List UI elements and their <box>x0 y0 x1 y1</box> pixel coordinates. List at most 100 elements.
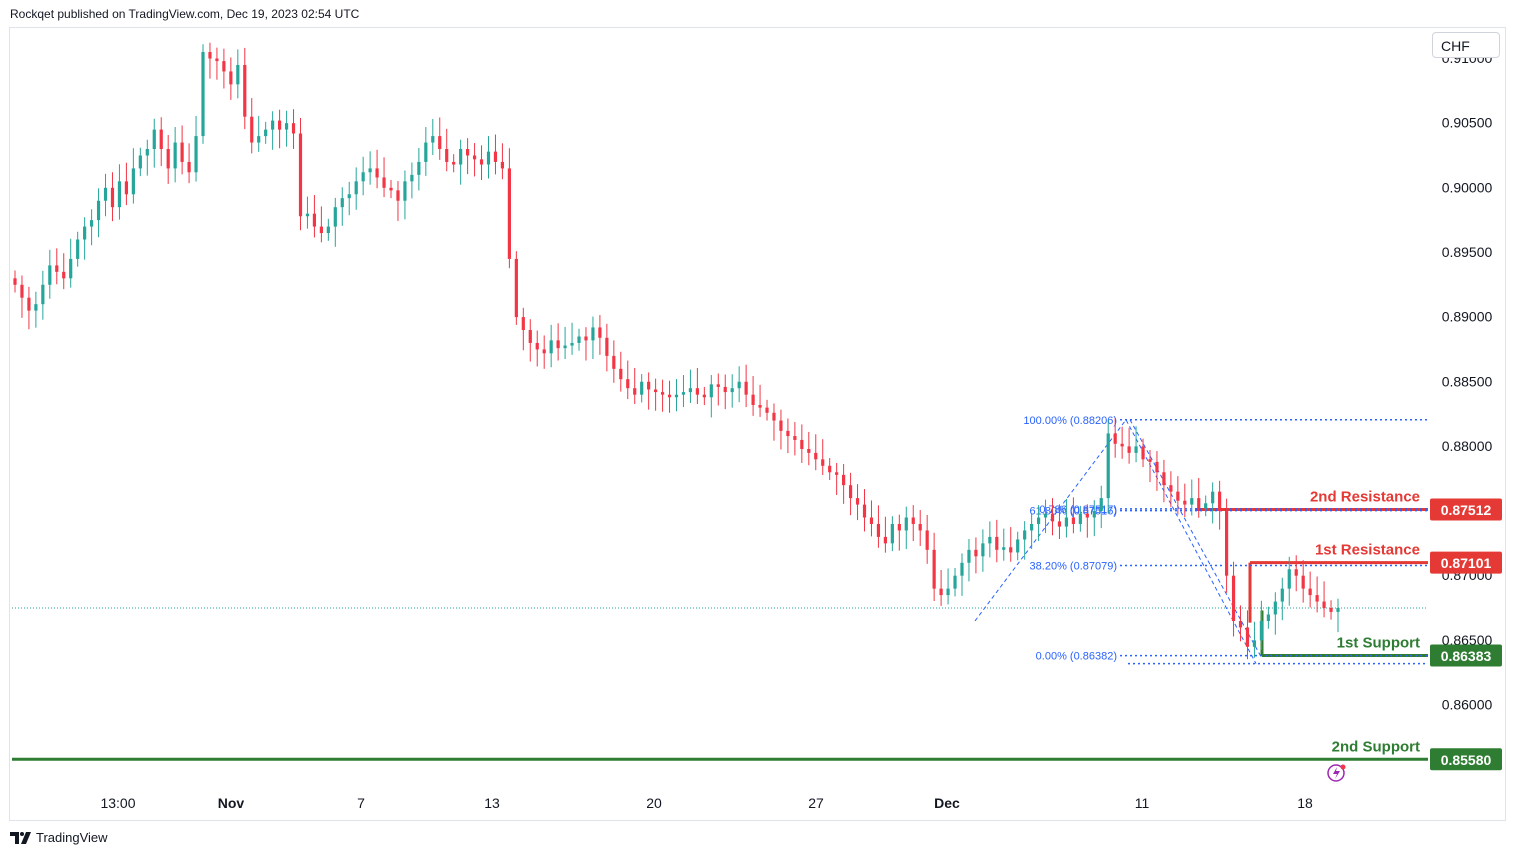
candle-body <box>354 181 358 195</box>
candle-body <box>695 388 699 395</box>
time-tick-label: 18 <box>1297 795 1313 811</box>
candle-body <box>939 588 943 596</box>
candle-body <box>13 278 17 285</box>
candle-body <box>236 64 240 85</box>
candle-body <box>974 549 978 557</box>
candle-body <box>619 368 623 380</box>
candle-body <box>1308 588 1312 596</box>
candle-body <box>347 194 351 199</box>
candle-body <box>291 123 296 134</box>
level-name-label: 2nd Support <box>1332 738 1420 755</box>
candle-body <box>1211 491 1215 504</box>
fibonacci-retracement: 100.00% (0.88206)0.786 (0.87517)61.80% (… <box>974 415 1428 665</box>
candle-body <box>83 226 87 240</box>
fib-level-label: 0.00% (0.86382) <box>1036 651 1117 663</box>
candle-body <box>222 61 226 72</box>
candle-body <box>591 327 595 341</box>
candle-body <box>41 284 45 305</box>
candle-body <box>396 190 400 201</box>
candle-body <box>271 120 275 130</box>
level-price-tag-bg <box>1430 498 1502 521</box>
chart-frame <box>9 27 1506 821</box>
candle-body <box>786 430 790 437</box>
candle-body <box>1057 521 1062 527</box>
currency-badge[interactable]: CHF <box>1432 32 1500 58</box>
candle-body <box>1259 620 1264 641</box>
candle-body <box>1204 503 1208 509</box>
candle-body <box>1141 446 1145 460</box>
candle-body <box>1078 513 1082 524</box>
candle-body <box>152 129 156 150</box>
candle-body <box>612 355 616 369</box>
candle-body <box>918 523 922 531</box>
candle-body <box>138 155 142 169</box>
candle-body <box>110 187 115 208</box>
candle-body <box>500 161 505 169</box>
candle-body <box>1252 640 1257 647</box>
candle-body <box>556 340 560 349</box>
candle-body <box>563 345 567 349</box>
candle-body <box>1043 513 1048 518</box>
candle-body <box>953 575 957 589</box>
candle-body <box>737 381 741 389</box>
candle-body <box>1294 569 1298 576</box>
candle-body <box>542 349 546 354</box>
candle-body <box>472 155 477 160</box>
candle-body <box>180 142 184 162</box>
candle-body <box>459 149 463 165</box>
candle-body <box>319 226 323 234</box>
level-name-label: 1st Support <box>1337 634 1420 651</box>
candle-body <box>925 530 929 550</box>
time-axis: 13:00 Nov 7 13 20 27 Dec 11 18 <box>100 795 1313 811</box>
candle-body <box>1301 575 1305 589</box>
candle-body <box>1113 433 1117 444</box>
candle-body <box>869 517 874 524</box>
candle-body <box>194 136 198 173</box>
candle-body <box>605 337 609 356</box>
candle-body <box>911 517 915 524</box>
candle-body <box>403 181 407 201</box>
candle-body <box>438 136 442 150</box>
candle-body <box>688 388 693 393</box>
level-price-tag: 0.86383 <box>1430 644 1502 667</box>
candle-body <box>946 588 950 596</box>
candle-body <box>514 258 518 318</box>
candle-body <box>1064 517 1069 527</box>
candle-body <box>48 265 52 285</box>
candle-body <box>1036 517 1041 524</box>
candle-body <box>835 472 839 475</box>
candle-body <box>981 543 985 557</box>
tradingview-logo-text: TradingView <box>36 830 108 845</box>
candle-body <box>312 213 317 227</box>
candle-body <box>389 187 393 191</box>
candle-body <box>716 384 720 387</box>
candle-body <box>821 459 825 466</box>
candle-body <box>647 381 651 390</box>
candle-body <box>20 284 24 298</box>
price-tick-label: 0.89500 <box>1442 244 1493 260</box>
candle-body <box>584 336 588 341</box>
alert-lightning-icon[interactable] <box>1327 764 1346 782</box>
candle-body <box>1176 491 1180 501</box>
candle-body <box>1322 601 1326 609</box>
candle-body <box>681 392 686 395</box>
price-tick-label: 0.89000 <box>1442 309 1493 325</box>
candle-body <box>758 405 762 408</box>
candle-body <box>264 129 268 137</box>
level-price-tag-bg <box>1430 551 1502 574</box>
candle-body <box>117 181 122 208</box>
candle-body <box>626 379 630 389</box>
price-tick-label: 0.88000 <box>1442 438 1493 454</box>
tradingview-logo[interactable]: TradingView <box>10 830 108 845</box>
candle-body <box>1231 575 1236 621</box>
fib-level-label: 38.20% (0.87079) <box>1030 560 1117 572</box>
level-price-tag-text: 0.85580 <box>1441 752 1492 768</box>
candle-body <box>1050 513 1055 522</box>
candle-body <box>1190 498 1194 505</box>
candle-body <box>27 297 31 311</box>
candle-body <box>1218 491 1222 512</box>
candle-body <box>208 52 212 59</box>
candle-body <box>855 498 860 505</box>
candle-body <box>187 161 191 173</box>
